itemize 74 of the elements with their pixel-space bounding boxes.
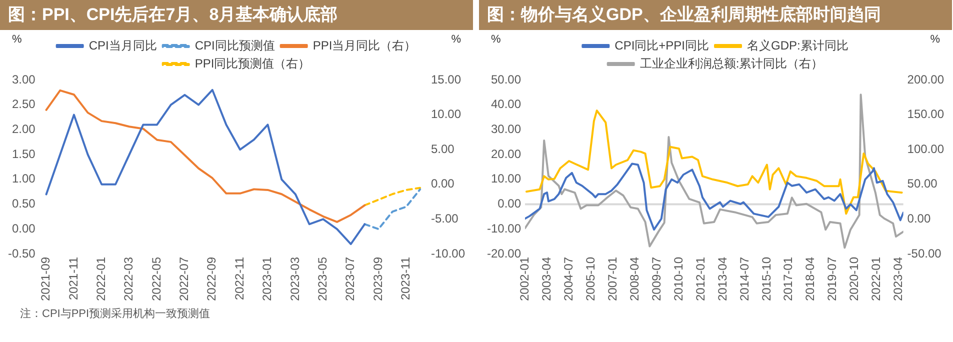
y2-tick-label: 15.00: [430, 72, 462, 86]
y2-tick-label: 0.00: [430, 176, 455, 191]
x-tick-label: 2022-05: [149, 256, 164, 302]
y2-tick-label: 100.00: [907, 142, 944, 156]
x-tick-label: 2010-10: [671, 256, 686, 302]
y-axis-title: %: [12, 34, 22, 46]
y2-tick-label: 50.00: [907, 176, 938, 191]
y2-tick-label: 5.00: [430, 142, 455, 156]
x-tick-label: 2023-04: [891, 256, 906, 302]
x-tick-label: 2022-01: [869, 256, 884, 302]
y2-tick-label: 0.00: [907, 211, 931, 226]
x-tick-label: 2018-04: [803, 256, 818, 302]
y2-tick-label: 10.00: [430, 107, 462, 122]
x-tick-label: 2020-10: [847, 256, 862, 302]
y-tick-label: 50.00: [490, 72, 522, 86]
y-tick-label: 1.50: [12, 146, 36, 161]
y2-axis-title: %: [930, 34, 940, 46]
y-tick-label: 2.50: [12, 97, 36, 112]
x-tick-label: 2023-03: [288, 256, 302, 302]
text: 注：CPI与PPI预测采用机构一致预测值: [19, 306, 212, 322]
y-tick-label: 0.50: [12, 196, 36, 211]
x-tick-label: 2005-10: [583, 256, 598, 302]
x-tick-label: 2022-01: [94, 256, 108, 302]
x-tick-label: 2007-01: [605, 256, 620, 302]
line-series: [364, 186, 422, 206]
legend-label: PPI同比预测值（右）: [194, 56, 310, 70]
y-axis-title: %: [491, 34, 501, 46]
legend-label: 工业企业利润总额:累计同比（右）: [640, 56, 824, 70]
x-tick-label: 2023-11: [398, 256, 413, 300]
legend-label: PPI当月同比（右）: [312, 38, 416, 52]
chart-title: 图：物价与名义GDP、企业盈利周期性底部时间趋同: [479, 0, 952, 30]
x-tick-label: 2013-04: [715, 256, 730, 302]
x-tick-label: 2022-07: [177, 256, 192, 302]
x-tick-label: 2019-07: [825, 256, 840, 302]
legend-label: CPI当月同比: [88, 38, 157, 52]
legend-label: 名义GDP:累计同比: [747, 38, 848, 52]
y-tick-label: 40.00: [490, 97, 522, 112]
x-tick-label: 2023-09: [370, 256, 385, 302]
y-tick-label: 20.00: [490, 146, 522, 161]
y-tick-label: 0.00: [498, 196, 522, 211]
y-tick-label: -10.00: [486, 221, 522, 236]
y-tick-label: 30.00: [490, 122, 522, 136]
x-tick-label: 2015-10: [759, 256, 774, 302]
x-tick-label: 2014-07: [737, 256, 752, 302]
chart-title: 图：PPI、CPI先后在7月、8月基本确认底部: [0, 0, 473, 30]
x-tick-label: 2012-01: [693, 256, 708, 302]
line-series: [364, 188, 422, 230]
y2-tick-label: -10.00: [430, 246, 466, 260]
x-tick-label: 2008-04: [627, 256, 642, 302]
y-tick-label: -0.50: [8, 246, 36, 260]
x-tick-label: 2022-11: [232, 256, 246, 300]
x-tick-label: 2017-01: [781, 256, 796, 302]
y-tick-label: 10.00: [490, 172, 522, 186]
x-tick-label: 2023-01: [260, 256, 274, 302]
y2-tick-label: -5.00: [430, 211, 459, 226]
x-tick-label: 2022-03: [122, 256, 136, 302]
x-tick-label: 2004-07: [561, 256, 576, 302]
x-tick-label: 2009-07: [649, 256, 664, 302]
y2-tick-label: 200.00: [907, 72, 944, 86]
legend-label: CPI同比预测值: [194, 38, 275, 52]
x-tick-label: 2003-04: [539, 256, 554, 302]
y-tick-label: 1.00: [12, 172, 36, 186]
y-tick-label: 2.00: [12, 122, 36, 136]
y-tick-label: 0.00: [12, 221, 36, 236]
legend-label: CPI同比+PPI同比: [614, 38, 710, 52]
x-tick-label: 2023-07: [343, 256, 358, 302]
x-tick-label: 2022-09: [204, 256, 219, 302]
y2-axis-title: %: [451, 34, 462, 46]
x-tick-label: 2021-09: [38, 256, 53, 302]
x-tick-label: 2023-05: [315, 256, 330, 302]
y-tick-label: 3.00: [12, 72, 36, 86]
y2-tick-label: 150.00: [907, 107, 944, 122]
x-tick-label: 2021-11: [66, 256, 80, 300]
y2-tick-label: -50.00: [907, 246, 942, 260]
